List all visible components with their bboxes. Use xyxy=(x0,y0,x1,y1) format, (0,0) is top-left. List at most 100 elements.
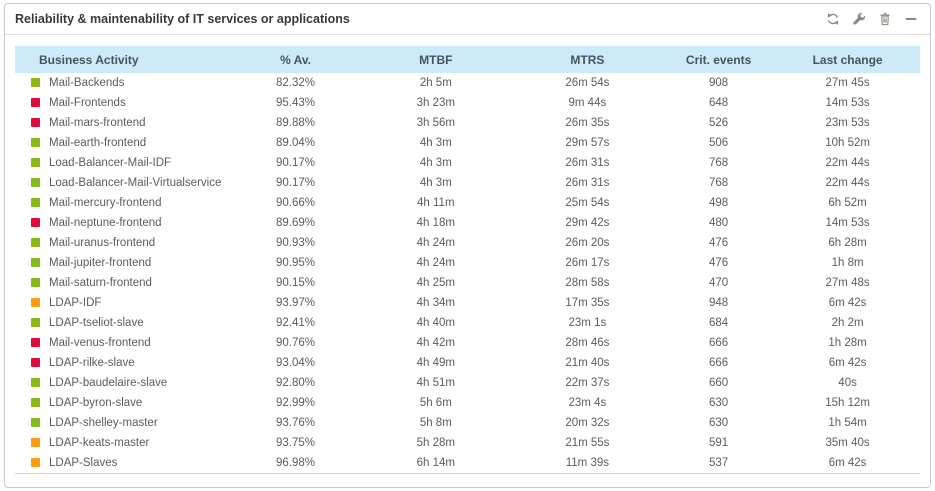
activity-label: Mail-saturn-frontend xyxy=(49,276,152,289)
mtrs-value: 9m 44s xyxy=(568,97,607,109)
mtrs-value: 28m 46s xyxy=(565,337,610,349)
crit-events-value: 526 xyxy=(709,117,729,129)
last-change-value: 40s xyxy=(838,377,857,389)
availability-value: 93.75% xyxy=(276,437,316,449)
last-change-value: 27m 48s xyxy=(825,277,870,289)
crit-events-value: 768 xyxy=(709,177,729,189)
table-row[interactable]: Mail-Backends 82.32% 2h 5m 26m 54s 908 2… xyxy=(15,73,920,93)
mtbf-value: 3h 56m xyxy=(416,117,455,129)
table-row[interactable]: Mail-saturn-frontend 90.15% 4h 25m 28m 5… xyxy=(15,273,920,293)
availability-value: 90.95% xyxy=(276,257,316,269)
column-header-business-activity: Business Activity xyxy=(15,46,233,73)
table-row[interactable]: Mail-earth-frontend 89.04% 4h 3m 29m 57s… xyxy=(15,133,920,153)
refresh-icon[interactable] xyxy=(825,12,840,27)
mtbf-value: 6h 14m xyxy=(416,456,455,469)
last-change-value: 35m 40s xyxy=(825,437,870,449)
status-square-icon xyxy=(31,138,40,148)
table-row[interactable]: LDAP-baudelaire-slave 92.80% 4h 51m 22m … xyxy=(15,373,920,393)
status-square-icon xyxy=(31,298,40,308)
last-change-value: 27m 45s xyxy=(825,77,870,89)
status-square-icon xyxy=(31,378,40,388)
table-row[interactable]: LDAP-Slaves 96.98% 6h 14m 11m 39s 537 6m… xyxy=(15,453,920,473)
table-row[interactable]: LDAP-keats-master 93.75% 5h 28m 21m 55s … xyxy=(15,433,920,453)
table-row[interactable]: LDAP-byron-slave 92.99% 5h 6m 23m 4s 630… xyxy=(15,393,920,413)
last-change-value: 1h 28m xyxy=(828,337,867,349)
mtbf-value: 4h 49m xyxy=(416,357,455,369)
availability-value: 93.97% xyxy=(276,297,316,309)
availability-value: 89.69% xyxy=(276,217,316,229)
mtbf-value: 4h 25m xyxy=(416,277,455,289)
reliability-widget: Reliability & maintenability of IT servi… xyxy=(4,3,931,488)
last-change-value: 6m 42s xyxy=(828,297,867,309)
crit-events-value: 480 xyxy=(709,217,729,229)
table-row[interactable]: LDAP-shelley-master 93.76% 5h 8m 20m 32s… xyxy=(15,413,920,433)
crit-events-value: 476 xyxy=(709,257,729,269)
table-row[interactable]: Mail-venus-frontend 90.76% 4h 42m 28m 46… xyxy=(15,333,920,353)
table-row[interactable]: Mail-neptune-frontend 89.69% 4h 18m 29m … xyxy=(15,213,920,233)
status-square-icon xyxy=(31,338,40,348)
mtrs-value: 23m 1s xyxy=(568,317,607,329)
mtbf-value: 5h 6m xyxy=(419,397,452,409)
minus-icon[interactable] xyxy=(903,12,918,27)
availability-value: 92.80% xyxy=(276,377,316,389)
status-square-icon xyxy=(31,78,40,88)
status-square-icon xyxy=(31,438,40,448)
last-change-value: 10h 52m xyxy=(825,137,870,149)
availability-value: 92.99% xyxy=(276,397,316,409)
last-change-value: 23m 53s xyxy=(825,117,870,129)
mtbf-value: 4h 24m xyxy=(416,257,455,269)
table-row[interactable]: Mail-jupiter-frontend 90.95% 4h 24m 26m … xyxy=(15,253,920,273)
wrench-icon[interactable] xyxy=(851,12,866,27)
table-row[interactable]: LDAP-IDF 93.97% 4h 34m 17m 35s 948 6m 42… xyxy=(15,293,920,313)
activity-label: Load-Balancer-Mail-Virtualservice xyxy=(49,176,222,189)
status-square-icon xyxy=(31,358,40,368)
table-row[interactable]: LDAP-rilke-slave 93.04% 4h 49m 21m 40s 6… xyxy=(15,353,920,373)
last-change-value: 1h 8m xyxy=(831,257,864,269)
mtbf-value: 4h 51m xyxy=(416,377,455,389)
mtbf-value: 3h 23m xyxy=(416,97,455,109)
status-square-icon xyxy=(31,218,40,228)
availability-value: 90.76% xyxy=(276,337,316,349)
table-row[interactable]: Mail-Frontends 95.43% 3h 23m 9m 44s 648 … xyxy=(15,93,920,113)
crit-events-value: 648 xyxy=(709,97,729,109)
availability-value: 96.98% xyxy=(276,456,316,469)
activity-label: LDAP-baudelaire-slave xyxy=(49,376,168,389)
mtrs-value: 26m 17s xyxy=(565,257,610,269)
table-row[interactable]: Mail-mars-frontend 89.88% 3h 56m 26m 35s… xyxy=(15,113,920,133)
mtrs-value: 26m 31s xyxy=(565,177,610,189)
status-square-icon xyxy=(31,118,40,128)
mtbf-value: 4h 40m xyxy=(416,317,455,329)
status-square-icon xyxy=(31,318,40,328)
crit-events-value: 591 xyxy=(709,437,729,449)
status-square-icon xyxy=(31,178,40,188)
column-header-mtbf: MTBF xyxy=(358,46,513,73)
crit-events-value: 948 xyxy=(709,297,729,309)
table-body: Mail-Backends 82.32% 2h 5m 26m 54s 908 2… xyxy=(15,73,920,473)
status-square-icon xyxy=(31,278,40,288)
activity-label: Mail-neptune-frontend xyxy=(49,216,162,229)
last-change-value: 2h 2m xyxy=(831,317,864,329)
status-square-icon xyxy=(31,418,40,428)
trash-icon[interactable] xyxy=(877,12,892,27)
mtrs-value: 21m 55s xyxy=(565,437,610,449)
table-row[interactable]: LDAP-tseliot-slave 92.41% 4h 40m 23m 1s … xyxy=(15,313,920,333)
widget-content: Business Activity% Av. MTBF MTRS Crit. even… xyxy=(5,35,930,474)
table-row[interactable]: Load-Balancer-Mail-IDF 90.17% 4h 3m 26m … xyxy=(15,153,920,173)
table-row[interactable]: Mail-mercury-frontend 90.66% 4h 11m 25m … xyxy=(15,193,920,213)
activity-label: LDAP-IDF xyxy=(49,296,102,309)
availability-value: 92.41% xyxy=(276,317,316,329)
table-row[interactable]: Mail-uranus-frontend 90.93% 4h 24m 26m 2… xyxy=(15,233,920,253)
crit-events-value: 908 xyxy=(709,77,729,89)
activity-label: LDAP-shelley-master xyxy=(49,416,158,429)
mtbf-value: 4h 24m xyxy=(416,237,455,249)
crit-events-value: 498 xyxy=(709,197,729,209)
mtbf-value: 4h 3m xyxy=(419,177,452,189)
activity-label: Mail-Backends xyxy=(49,76,125,89)
mtbf-value: 4h 3m xyxy=(419,157,452,169)
availability-value: 90.15% xyxy=(276,277,316,289)
mtrs-value: 26m 54s xyxy=(565,77,610,89)
column-header-av: % Av. xyxy=(232,46,359,73)
availability-value: 82.32% xyxy=(276,77,316,89)
table-row[interactable]: Load-Balancer-Mail-Virtualservice 90.17%… xyxy=(15,173,920,193)
mtbf-value: 5h 28m xyxy=(416,437,455,449)
